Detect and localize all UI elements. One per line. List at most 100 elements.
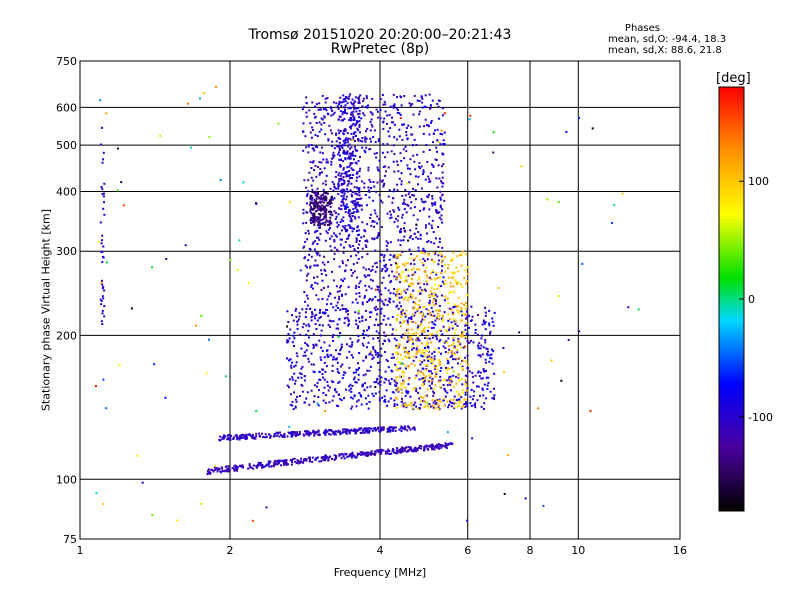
echo-point — [347, 309, 349, 312]
echo-point — [432, 390, 435, 393]
echo-point — [430, 287, 433, 289]
echo-point — [400, 104, 403, 107]
y-tick-label: 100 — [56, 473, 77, 486]
echo-point — [304, 311, 307, 314]
y-tick-label: 300 — [56, 245, 77, 258]
echo-point — [236, 436, 238, 439]
echo-point — [410, 295, 412, 298]
echo-point — [364, 136, 367, 139]
echo-point — [331, 370, 334, 372]
echo-point — [354, 200, 357, 203]
echo-point — [358, 125, 361, 128]
echo-point — [450, 291, 453, 294]
echo-point — [329, 455, 332, 458]
echo-point — [436, 287, 439, 290]
echo-point — [489, 390, 492, 393]
echo-point — [426, 350, 429, 353]
echo-point — [390, 378, 393, 381]
echo-point — [466, 340, 469, 343]
echo-point — [437, 99, 440, 102]
echo-point — [288, 386, 290, 389]
echo-point — [408, 285, 411, 288]
echo-point — [307, 329, 310, 332]
echo-point — [323, 356, 326, 359]
echo-point — [375, 330, 378, 333]
echo-point — [346, 206, 349, 209]
echo-point — [318, 312, 321, 314]
echo-point — [351, 227, 354, 230]
echo-point — [337, 352, 340, 355]
echo-point — [578, 330, 581, 333]
echo-point — [431, 226, 434, 229]
echo-point — [397, 361, 400, 364]
echo-point — [446, 391, 449, 394]
echo-point — [388, 135, 391, 138]
echo-point — [371, 265, 374, 268]
echo-point — [360, 197, 363, 200]
echo-point — [438, 334, 440, 337]
echo-point — [362, 112, 365, 115]
echo-point — [313, 204, 316, 207]
echo-point — [390, 264, 393, 267]
y-tick-label: 500 — [56, 139, 77, 152]
echo-point — [400, 239, 403, 242]
echo-point — [452, 402, 455, 405]
echo-point — [338, 177, 341, 180]
echo-point — [420, 322, 423, 325]
echo-point — [358, 102, 361, 104]
echo-point — [365, 427, 368, 430]
echo-point — [291, 314, 293, 317]
echo-point — [421, 361, 424, 364]
echo-point — [333, 111, 336, 114]
echo-point — [403, 428, 406, 431]
echo-point — [423, 337, 426, 339]
echo-point — [331, 154, 334, 157]
echo-point — [479, 354, 482, 357]
echo-point — [348, 214, 351, 217]
echo-point — [429, 357, 432, 360]
echo-point — [472, 395, 475, 397]
echo-point — [419, 233, 422, 236]
echo-point — [120, 181, 123, 184]
echo-point — [425, 274, 428, 277]
echo-point — [396, 138, 398, 141]
echo-point — [396, 183, 399, 186]
echo-point — [441, 114, 444, 117]
echo-point — [333, 210, 336, 213]
echo-point — [283, 434, 286, 437]
echo-point — [346, 112, 349, 115]
echo-point — [486, 354, 489, 357]
echo-point — [349, 93, 352, 96]
echo-point — [316, 187, 319, 190]
echo-point — [449, 281, 452, 284]
echo-point — [362, 333, 364, 335]
echo-point — [371, 429, 374, 432]
echo-point — [334, 218, 337, 221]
echo-point — [311, 313, 314, 315]
echo-point — [461, 331, 463, 334]
echo-point — [377, 232, 380, 235]
echo-point — [412, 259, 415, 262]
colorbar-tick-label: -100 — [748, 411, 773, 424]
echo-point — [440, 285, 443, 288]
echo-point — [412, 359, 415, 362]
echo-point — [407, 193, 410, 196]
echo-point — [366, 127, 369, 130]
echo-point — [285, 463, 288, 466]
echo-point — [416, 99, 419, 102]
echo-point — [333, 279, 335, 282]
echo-point — [427, 252, 429, 255]
echo-point — [219, 435, 222, 438]
echo-point — [371, 268, 374, 271]
echo-point — [346, 316, 349, 319]
echo-point — [411, 144, 414, 147]
echo-point — [327, 261, 330, 263]
echo-point — [353, 227, 356, 230]
echo-point — [398, 450, 401, 453]
echo-point — [428, 295, 431, 298]
echo-point — [361, 451, 364, 454]
echo-point — [401, 449, 403, 452]
echo-point — [443, 341, 446, 344]
echo-point — [313, 219, 316, 222]
echo-point — [313, 221, 316, 224]
